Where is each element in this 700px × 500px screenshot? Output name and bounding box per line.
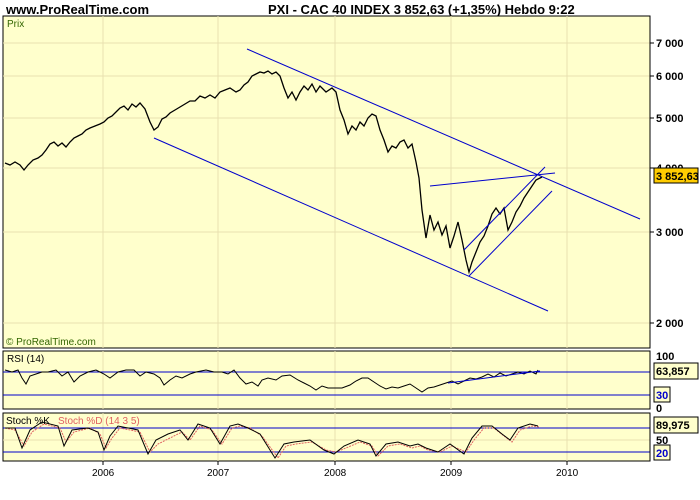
stoch-k-label: Stoch %K <box>6 416 50 427</box>
x-tick-label: 2006 <box>92 468 115 479</box>
rsi-level-30: 30 <box>656 390 668 402</box>
uptrend-lower-line <box>468 190 553 277</box>
resistance-trendline <box>429 172 556 187</box>
y-tick-label: 5 000 <box>656 113 684 125</box>
rsi-series <box>4 369 539 393</box>
rsi-value: 63,857 <box>656 366 690 378</box>
price-axis: 7 000 6 000 5 000 4 000 3 000 2 000 3 85… <box>649 16 699 348</box>
stoch-level-20: 20 <box>656 448 668 460</box>
y-tick-label: 6 000 <box>656 71 684 83</box>
stoch-panel[interactable]: Stoch %K Stoch %D (14 3 5) <box>2 412 651 462</box>
svg-text:50: 50 <box>656 435 668 447</box>
x-tick-label: 2007 <box>207 468 230 479</box>
uptrend-upper-line <box>463 166 546 251</box>
stoch-axis: 89,975 50 20 <box>649 413 699 461</box>
channel-lower-trendline <box>153 137 549 312</box>
stoch-d-series <box>4 423 541 459</box>
rsi-panel[interactable]: RSI (14) <box>2 350 651 410</box>
channel-upper-trendline <box>246 48 641 220</box>
price-panel-label: Prix <box>7 19 24 30</box>
rsi-trendline[interactable] <box>447 370 541 384</box>
time-axis: 2006 2007 2008 2009 2010 <box>92 461 579 479</box>
y-tick-label: 3 000 <box>656 227 684 239</box>
rsi-axis: 100 63,857 30 0 <box>649 351 699 415</box>
trendlines[interactable] <box>153 48 641 312</box>
stoch-k-series <box>5 421 539 459</box>
x-tick-label: 2009 <box>440 468 463 479</box>
x-tick-label: 2010 <box>556 468 579 479</box>
y-tick-label: 2 000 <box>656 318 684 330</box>
x-tick-label: 2008 <box>324 468 347 479</box>
rsi-label: RSI (14) <box>7 354 44 365</box>
site-title: www.ProRealTime.com <box>6 2 150 17</box>
price-grid <box>3 16 650 348</box>
stoch-value: 89,975 <box>656 420 690 432</box>
price-panel[interactable]: Prix © ProRealTime.com <box>2 15 651 349</box>
price-series <box>4 70 543 275</box>
svg-text:100: 100 <box>656 351 674 363</box>
last-price-value: 3 852,63 <box>656 171 699 183</box>
svg-text:0: 0 <box>656 403 662 415</box>
y-tick-label: 7 000 <box>656 38 684 50</box>
stoch-d-label: Stoch %D (14 3 5) <box>58 416 140 427</box>
last-price-badge <box>653 167 699 184</box>
chart-title: PXI - CAC 40 INDEX 3 852,63 (+1,35%) Heb… <box>268 2 575 17</box>
copyright-label: © ProRealTime.com <box>6 337 96 348</box>
